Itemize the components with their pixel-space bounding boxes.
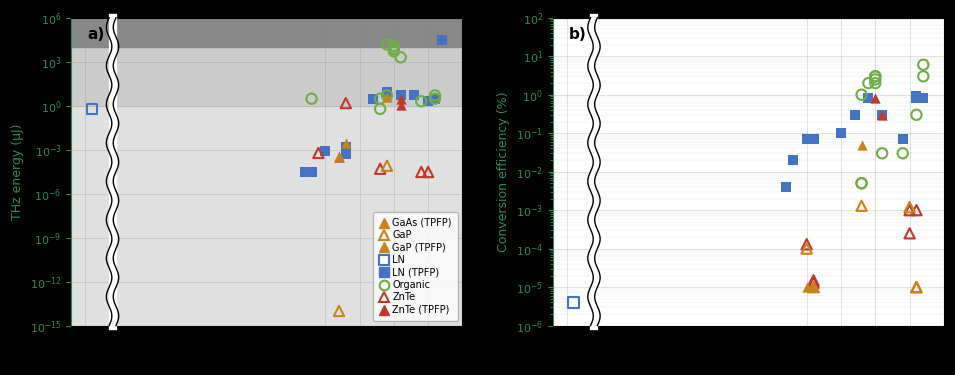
- Point: [902, 207, 917, 213]
- Point: [386, 46, 401, 52]
- Point: [297, 169, 312, 175]
- Point: [420, 98, 435, 104]
- Bar: [72, 47, 462, 106]
- Point: [372, 96, 388, 102]
- Y-axis label: THz energy (μJ): THz energy (μJ): [11, 123, 24, 220]
- Point: [916, 74, 931, 80]
- Point: [338, 151, 353, 157]
- Point: [565, 300, 581, 306]
- Point: [875, 112, 890, 118]
- Point: [428, 92, 443, 98]
- Point: [854, 180, 869, 186]
- Point: [407, 92, 422, 98]
- Point: [338, 100, 353, 106]
- Point: [366, 96, 381, 102]
- Point: [428, 96, 443, 102]
- Point: [868, 80, 883, 86]
- Point: [895, 150, 910, 156]
- Point: [799, 284, 815, 290]
- Text: a): a): [87, 27, 104, 42]
- Point: [909, 95, 924, 101]
- Point: [868, 76, 883, 82]
- Point: [372, 166, 388, 172]
- Point: [799, 246, 815, 252]
- Point: [379, 94, 394, 100]
- Point: [860, 95, 876, 101]
- Point: [799, 136, 815, 142]
- Point: [806, 284, 821, 290]
- Point: [393, 102, 409, 108]
- Point: [806, 284, 821, 290]
- Point: [379, 163, 394, 169]
- Point: [393, 92, 409, 98]
- Point: [799, 241, 815, 247]
- Point: [909, 284, 924, 290]
- Text: b): b): [568, 27, 586, 42]
- Point: [778, 184, 794, 190]
- Point: [854, 203, 869, 209]
- Point: [393, 54, 409, 60]
- Point: [338, 144, 353, 150]
- Point: [902, 204, 917, 210]
- Point: [854, 180, 869, 186]
- Point: [435, 37, 450, 43]
- Point: [895, 136, 910, 142]
- Point: [860, 80, 876, 86]
- Point: [847, 112, 862, 118]
- Point: [806, 280, 821, 286]
- Point: [84, 106, 99, 112]
- Point: [909, 284, 924, 290]
- Point: [806, 136, 821, 142]
- Point: [806, 284, 821, 290]
- Point: [318, 148, 333, 154]
- Point: [785, 157, 800, 163]
- Point: [806, 278, 821, 284]
- Point: [379, 90, 394, 96]
- Point: [338, 140, 353, 146]
- Point: [916, 62, 931, 68]
- Point: [414, 169, 429, 175]
- Point: [414, 98, 429, 104]
- Point: [875, 150, 890, 156]
- Point: [386, 48, 401, 54]
- Bar: [72, 18, 462, 47]
- Point: [310, 150, 326, 156]
- Legend: GaAs (TPFP), GaP, GaP (TPFP), LN, LN (TPFP), Organic, ZnTe, ZnTe (TPFP): GaAs (TPFP), GaP, GaP (TPFP), LN, LN (TP…: [372, 212, 457, 321]
- Point: [304, 169, 319, 175]
- Point: [916, 95, 931, 101]
- Point: [428, 96, 443, 102]
- Point: [868, 95, 883, 101]
- Point: [868, 74, 883, 80]
- Point: [331, 154, 347, 160]
- Point: [379, 92, 394, 98]
- Point: [909, 112, 924, 118]
- Point: [304, 96, 319, 102]
- Y-axis label: Conversion efficiency (%): Conversion efficiency (%): [498, 92, 510, 252]
- Point: [854, 142, 869, 148]
- Point: [854, 92, 869, 98]
- Point: [420, 169, 435, 175]
- X-axis label: Year: Year: [735, 351, 762, 364]
- Point: [393, 96, 409, 102]
- Point: [379, 42, 394, 48]
- Point: [834, 130, 849, 136]
- Point: [875, 112, 890, 118]
- Point: [386, 43, 401, 49]
- Point: [372, 106, 388, 112]
- Point: [386, 45, 401, 51]
- Point: [909, 207, 924, 213]
- Point: [909, 93, 924, 99]
- Point: [331, 308, 347, 314]
- X-axis label: Year: Year: [254, 351, 280, 364]
- Point: [902, 230, 917, 236]
- Point: [331, 153, 347, 159]
- Point: [868, 74, 883, 80]
